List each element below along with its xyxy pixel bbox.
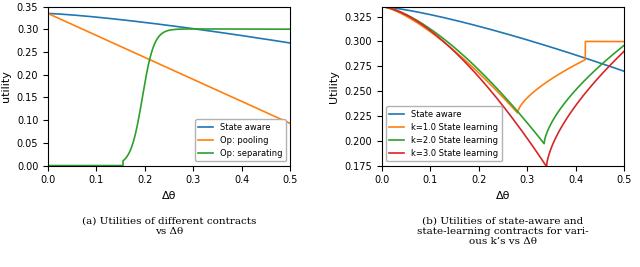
k=3.0 State learning (490, 92, 497, 95)
Op: separating: (0.0255, 0): separating: (0.0255, 0) (56, 164, 64, 167)
k=1.0 State learning (390, 9, 398, 12)
k=3.0 State learning (390, 8, 398, 11)
State aware (569, 52, 577, 56)
Y-axis label: Utility: Utility (329, 70, 339, 103)
Op: pooling: (0.5, 0.093): pooling: (0.5, 0.093) (286, 122, 294, 125)
X-axis label: Δθ: Δθ (162, 191, 176, 201)
k=2.0 State learning (620, 44, 628, 47)
k=2.0 State learning (540, 142, 548, 145)
Op: separating: (0.485, 0.3): separating: (0.485, 0.3) (279, 28, 287, 31)
Line: k=3.0 State learning: k=3.0 State learning (382, 7, 624, 167)
Op: pooling: (0.243, 0.217): pooling: (0.243, 0.217) (162, 65, 170, 69)
Legend: State aware, Op: pooling, Op: separating: State aware, Op: pooling, Op: separating (195, 119, 286, 161)
Text: (a) Utilities of different contracts
vs Δθ: (a) Utilities of different contracts vs … (82, 216, 256, 236)
k=2.0 State learning (390, 8, 398, 11)
State aware (490, 29, 497, 32)
k=2.0 State learning (490, 83, 497, 86)
State aware (620, 70, 628, 73)
State aware (613, 67, 621, 70)
k=3.0 State learning (613, 57, 621, 60)
k=1.0 State learning (613, 40, 621, 43)
Y-axis label: utility: utility (1, 70, 11, 102)
State aware (279, 40, 287, 44)
State aware (279, 40, 287, 44)
Legend: State aware, k=1.0 State learning, k=2.0 State learning, k=3.0 State learning: State aware, k=1.0 State learning, k=2.0… (386, 106, 502, 161)
k=1.0 State learning (496, 92, 504, 96)
Line: Op: separating: Op: separating (48, 29, 290, 166)
State aware (235, 33, 243, 37)
State aware (44, 12, 52, 15)
k=3.0 State learning (543, 165, 550, 168)
Op: pooling: (0.485, 0.1): pooling: (0.485, 0.1) (279, 119, 287, 122)
Line: k=2.0 State learning: k=2.0 State learning (382, 7, 624, 144)
Op: pooling: (0, 0.335): pooling: (0, 0.335) (44, 12, 52, 15)
Line: State aware: State aware (48, 13, 290, 43)
k=2.0 State learning (613, 49, 621, 53)
Op: pooling: (0.23, 0.224): pooling: (0.23, 0.224) (156, 62, 163, 66)
Op: separating: (0.303, 0.301): separating: (0.303, 0.301) (191, 27, 198, 30)
k=3.0 State learning (620, 50, 628, 53)
Line: Op: pooling: Op: pooling (48, 13, 290, 123)
k=1.0 State learning (378, 5, 386, 8)
Line: k=1.0 State learning: k=1.0 State learning (382, 7, 624, 113)
State aware (162, 23, 170, 27)
k=3.0 State learning (496, 100, 504, 103)
Op: separating: (0.486, 0.3): separating: (0.486, 0.3) (279, 28, 287, 31)
k=2.0 State learning (378, 5, 386, 8)
k=2.0 State learning (496, 90, 504, 93)
Op: pooling: (0.394, 0.144): pooling: (0.394, 0.144) (235, 98, 243, 101)
Text: (b) Utilities of state-aware and
state-learning contracts for vari-
ous k’s vs Δ: (b) Utilities of state-aware and state-l… (417, 216, 589, 246)
State aware (613, 67, 621, 70)
Op: separating: (0.5, 0.3): separating: (0.5, 0.3) (286, 28, 294, 31)
k=1.0 State learning (514, 111, 522, 115)
k=3.0 State learning (613, 57, 621, 60)
X-axis label: Δθ: Δθ (496, 191, 510, 201)
k=3.0 State learning (378, 5, 386, 8)
Op: separating: (0.394, 0.301): separating: (0.394, 0.301) (235, 28, 243, 31)
k=1.0 State learning (613, 40, 621, 43)
State aware (156, 23, 163, 26)
State aware (286, 41, 294, 45)
k=2.0 State learning (569, 92, 577, 95)
k=1.0 State learning (569, 65, 577, 68)
Op: pooling: (0.0255, 0.323): pooling: (0.0255, 0.323) (56, 17, 64, 21)
Line: State aware: State aware (382, 7, 624, 71)
State aware (56, 13, 64, 16)
k=1.0 State learning (620, 40, 628, 43)
k=3.0 State learning (569, 108, 577, 111)
k=1.0 State learning (490, 86, 497, 89)
Op: pooling: (0.485, 0.1): pooling: (0.485, 0.1) (279, 119, 287, 122)
State aware (496, 30, 504, 34)
Op: separating: (0.243, 0.296): separating: (0.243, 0.296) (162, 30, 170, 33)
Op: separating: (0, 0): separating: (0, 0) (44, 164, 52, 167)
k=2.0 State learning (613, 49, 621, 53)
State aware (390, 6, 398, 10)
Op: separating: (0.23, 0.285): separating: (0.23, 0.285) (156, 34, 163, 38)
State aware (378, 5, 386, 8)
